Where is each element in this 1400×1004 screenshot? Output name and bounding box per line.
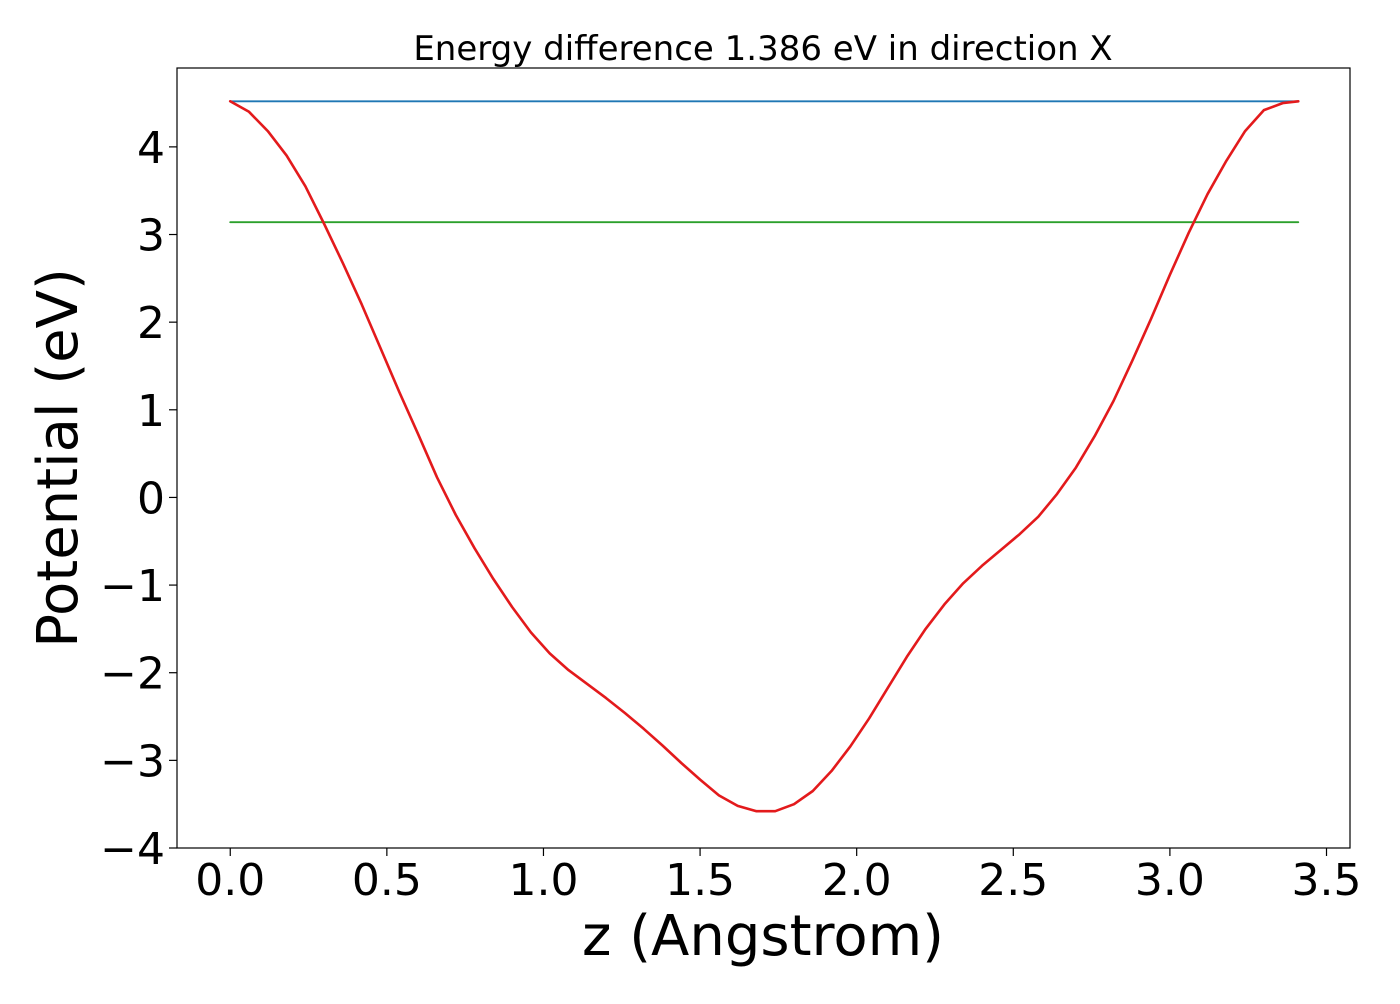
x-tick-label: 1.0 <box>508 855 578 906</box>
plot-area: 0.0 0.5 1.0 1.5 2.0 2.5 3.0 3.5 4 3 2 1 0 −1 −2 −3 −4 <box>100 67 1362 906</box>
y-axis-label: Potential (eV) <box>26 268 91 648</box>
y-tick-label: −2 <box>100 649 165 700</box>
x-tick-label: 0.5 <box>352 855 422 906</box>
x-tick-label: 2.5 <box>978 855 1048 906</box>
x-tick-label: 2.0 <box>822 855 892 906</box>
plot-frame <box>176 67 1351 849</box>
y-tick-label: −4 <box>100 824 165 875</box>
x-tick-label: 0.0 <box>195 855 265 906</box>
y-tick-label: 4 <box>137 123 165 174</box>
chart-title: Energy difference 1.386 eV in direction … <box>413 29 1112 69</box>
x-tick-label: 1.5 <box>665 855 735 906</box>
x-tick-label: 3.0 <box>1135 855 1205 906</box>
y-tick-label: −1 <box>100 561 165 612</box>
y-tick-label: −3 <box>100 736 165 787</box>
x-axis-label: z (Angstrom) <box>582 904 944 969</box>
y-tick-label: 3 <box>137 211 165 262</box>
x-tick-label: 3.5 <box>1292 855 1362 906</box>
series-line-2 <box>228 100 1300 813</box>
y-tick-label: 1 <box>137 386 165 437</box>
y-tick-label: 0 <box>137 473 165 524</box>
y-tick-label: 2 <box>137 298 165 349</box>
